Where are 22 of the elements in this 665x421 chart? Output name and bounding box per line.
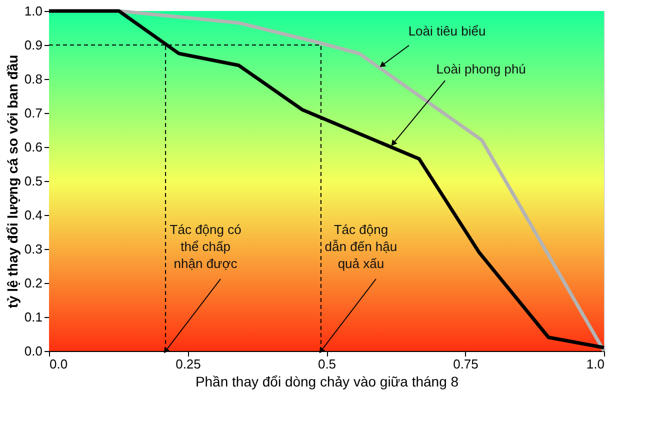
x-tick-label: 0.5: [318, 356, 336, 372]
x-tick-label: 0.25: [176, 356, 201, 372]
x-axis-title: Phần thay đổi dòng chảy vào giữa tháng 8: [195, 374, 459, 390]
y-tick-label: 0.8: [24, 72, 42, 86]
y-tick-label: 0.3: [24, 242, 42, 256]
annotation: Tác động dẫn đến hậu quả xấu: [324, 222, 398, 271]
y-tick-label: 1.0: [24, 4, 42, 18]
y-tick-label: 0.4: [24, 208, 42, 222]
y-tick-label: 0.0: [24, 344, 42, 358]
annotation: Tác động có thể chấp nhận được: [170, 222, 242, 271]
y-tick-label: 0.9: [24, 38, 42, 52]
y-tick-label: 0.6: [24, 140, 42, 154]
y-tick-label: 0.5: [24, 174, 42, 188]
annotation: Loài phong phú: [436, 62, 526, 77]
y-axis-title: tỷ lệ thay đổi lượng cá so với ban đầu: [4, 54, 20, 308]
y-tick-label: 0.7: [24, 106, 42, 120]
y-tick-label: 0.2: [24, 276, 42, 290]
annotation: Loài tiêu biểu: [408, 23, 486, 38]
x-tick-label: 0.0: [50, 356, 68, 372]
x-tick-label: 1.0: [586, 356, 604, 372]
x-tick-label: 0.75: [453, 356, 478, 372]
y-tick-label: 0.1: [24, 310, 42, 324]
